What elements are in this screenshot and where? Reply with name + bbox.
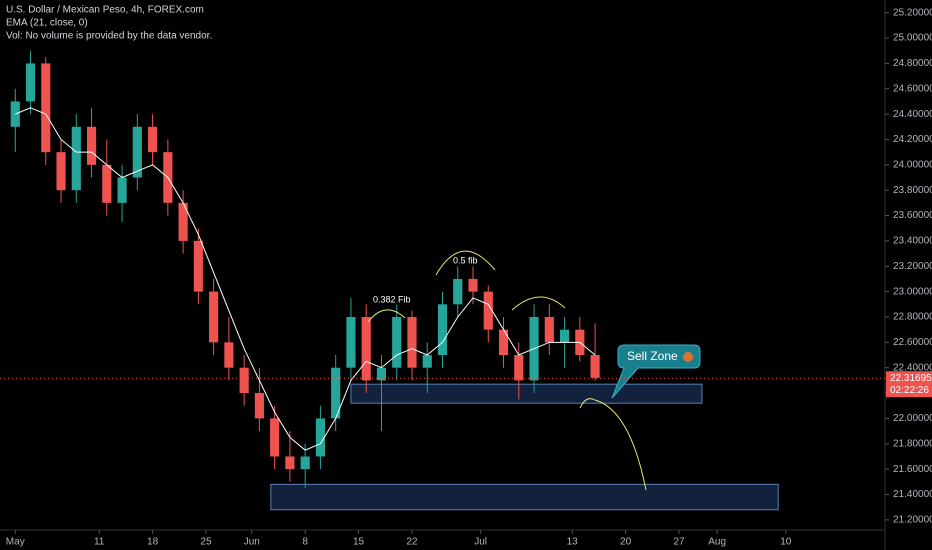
x-tick-label: Jul xyxy=(474,537,487,548)
candle-body xyxy=(422,355,432,368)
y-tick-label: 23.20000 xyxy=(893,261,932,272)
candle-body xyxy=(315,418,326,457)
y-tick-label: 22.40000 xyxy=(893,362,932,373)
y-tick-label: 22.80000 xyxy=(893,312,932,323)
candle-body xyxy=(437,304,448,356)
candle-body xyxy=(544,316,554,343)
candle-body xyxy=(453,278,463,305)
candle-body xyxy=(86,126,97,165)
x-tick-label: 22 xyxy=(406,537,418,548)
y-tick-label: 21.40000 xyxy=(893,489,932,500)
candle-body xyxy=(361,316,371,381)
candle-body xyxy=(331,367,341,419)
candle-body xyxy=(498,329,509,356)
candle-body xyxy=(178,202,188,241)
x-tick-label: 18 xyxy=(147,537,159,548)
volume-note: Vol: No volume is provided by the data v… xyxy=(6,31,212,42)
countdown: 02:22:26 xyxy=(890,385,929,396)
zone xyxy=(270,483,779,511)
candle-body xyxy=(346,316,356,368)
candle-body xyxy=(559,329,570,343)
candle-body xyxy=(102,164,112,203)
arc-drawing xyxy=(435,250,496,276)
zone xyxy=(350,383,703,404)
callout xyxy=(611,344,701,399)
candle-body xyxy=(254,393,264,419)
candle-body xyxy=(193,240,203,292)
x-tick-label: 20 xyxy=(620,537,632,548)
y-tick-label: 21.60000 xyxy=(893,464,932,475)
candle-body xyxy=(148,126,158,153)
projection-drawing xyxy=(579,398,647,491)
y-tick-label: 23.60000 xyxy=(893,210,932,221)
y-tick-label: 22.00000 xyxy=(893,413,932,424)
symbol-title: U.S. Dollar / Mexican Peso, 4h, FOREX.co… xyxy=(6,5,204,16)
candle-body xyxy=(56,152,66,191)
candle-body xyxy=(224,342,234,368)
callout-label: Sell Zone xyxy=(627,349,678,363)
x-tick-label: 15 xyxy=(353,537,365,548)
callout-icon xyxy=(683,352,693,362)
candle-body xyxy=(285,456,295,470)
fib-label: 0.382 Fib xyxy=(373,294,411,304)
y-tick-label: 24.20000 xyxy=(893,134,932,145)
x-tick-label: 11 xyxy=(94,537,105,548)
x-tick-label: 13 xyxy=(567,537,579,548)
y-tick-label: 23.00000 xyxy=(893,286,932,297)
y-tick-label: 23.80000 xyxy=(893,185,932,196)
y-tick-label: 24.80000 xyxy=(893,58,932,69)
x-tick-label: Jun xyxy=(244,537,260,548)
indicator-label: EMA (21, close, 0) xyxy=(6,18,88,29)
candle-body xyxy=(25,63,36,102)
plot xyxy=(10,50,779,511)
candle-body xyxy=(10,101,20,127)
candle-body xyxy=(300,456,310,470)
y-tick-label: 22.60000 xyxy=(893,337,932,348)
y-tick-label: 25.20000 xyxy=(893,7,932,18)
candle-body xyxy=(514,355,524,381)
y-tick-label: 24.40000 xyxy=(893,109,932,120)
arc-drawing xyxy=(367,309,406,323)
x-tick-label: 10 xyxy=(780,537,792,548)
candle-body xyxy=(407,316,417,368)
y-tick-label: 21.20000 xyxy=(893,514,932,525)
ema-line xyxy=(15,107,596,451)
x-tick-label: May xyxy=(6,537,25,548)
candle-body xyxy=(71,126,81,191)
candle-body xyxy=(270,418,280,457)
candle-body xyxy=(239,367,249,394)
fib-label: 0.5 fib xyxy=(453,255,478,265)
candle-body xyxy=(132,126,142,178)
last-price-label: 22.31695 xyxy=(890,373,932,384)
y-tick-label: 21.80000 xyxy=(893,438,932,449)
candle-body xyxy=(117,177,127,203)
y-tick-label: 23.40000 xyxy=(893,236,932,247)
x-tick-label: 25 xyxy=(200,537,212,548)
candle-body xyxy=(209,291,219,343)
candle-body xyxy=(392,316,402,368)
y-tick-label: 24.00000 xyxy=(893,159,932,170)
candle-body xyxy=(468,278,478,292)
x-tick-label: 27 xyxy=(673,537,685,548)
candle-body xyxy=(483,291,493,330)
candle-body xyxy=(376,367,387,381)
candle-body xyxy=(41,63,51,153)
x-tick-label: 8 xyxy=(302,537,308,548)
last-price-box xyxy=(886,371,932,398)
x-tick-label: Aug xyxy=(708,537,726,548)
candle-body xyxy=(590,355,600,378)
arc-drawing xyxy=(511,296,566,311)
y-tick-label: 25.00000 xyxy=(893,33,932,44)
y-tick-label: 24.60000 xyxy=(893,83,932,94)
